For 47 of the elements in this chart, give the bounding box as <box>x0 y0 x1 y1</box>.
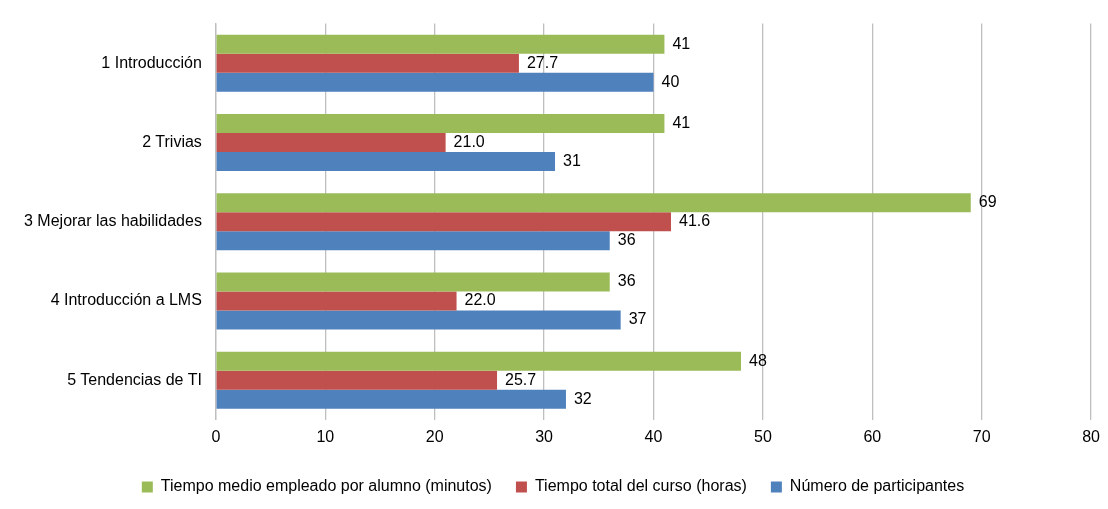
bar <box>216 310 621 330</box>
x-tick-label: 30 <box>535 427 554 445</box>
bar <box>216 72 654 92</box>
y-tick-label: 1 Introducción <box>101 53 202 71</box>
data-label: 69 <box>978 193 997 211</box>
bar <box>216 272 610 292</box>
data-label: 41 <box>672 34 691 52</box>
bar <box>216 53 519 73</box>
bar <box>216 351 742 371</box>
bar <box>216 34 665 54</box>
bar <box>216 291 457 311</box>
data-label: 22.0 <box>464 291 496 309</box>
bar <box>216 389 566 409</box>
x-tick-label: 10 <box>316 427 335 445</box>
bar <box>216 212 671 232</box>
data-label: 32 <box>573 389 592 407</box>
bar <box>216 151 556 171</box>
legend-label: Tiempo total del curso (horas) <box>534 477 747 495</box>
data-label: 31 <box>563 151 581 169</box>
x-tick-label: 80 <box>1082 427 1101 445</box>
bar <box>216 370 498 390</box>
bar <box>216 132 446 152</box>
bar <box>216 231 610 251</box>
legend-label: Tiempo medio empleado por alumno (minutos) <box>160 477 492 495</box>
x-tick-label: 70 <box>972 427 991 445</box>
x-tick-label: 40 <box>644 427 663 445</box>
x-tick-label: 50 <box>753 427 772 445</box>
data-label: 36 <box>617 231 636 249</box>
data-label: 36 <box>617 272 636 290</box>
y-tick-label: 4 Introducción a LMS <box>50 291 202 309</box>
data-label: 41.6 <box>678 212 711 230</box>
legend-label: Número de participantes <box>789 477 965 495</box>
y-tick-label: 3 Mejorar las habilidades <box>24 212 202 230</box>
bar <box>216 193 971 213</box>
data-label: 25.7 <box>505 370 537 388</box>
x-tick-label: 0 <box>211 427 221 445</box>
data-label: 48 <box>749 351 767 369</box>
y-tick-label: 2 Trivias <box>142 132 202 150</box>
data-label: 40 <box>661 72 680 90</box>
data-label: 37 <box>628 310 647 328</box>
y-tick-label: 5 Tendencias de TI <box>67 370 202 388</box>
data-label: 27.7 <box>526 53 559 71</box>
x-tick-label: 20 <box>425 427 444 445</box>
data-label: 41 <box>672 113 691 131</box>
x-tick-label: 60 <box>863 427 882 445</box>
bar <box>216 113 665 133</box>
data-label: 21.0 <box>453 132 485 150</box>
